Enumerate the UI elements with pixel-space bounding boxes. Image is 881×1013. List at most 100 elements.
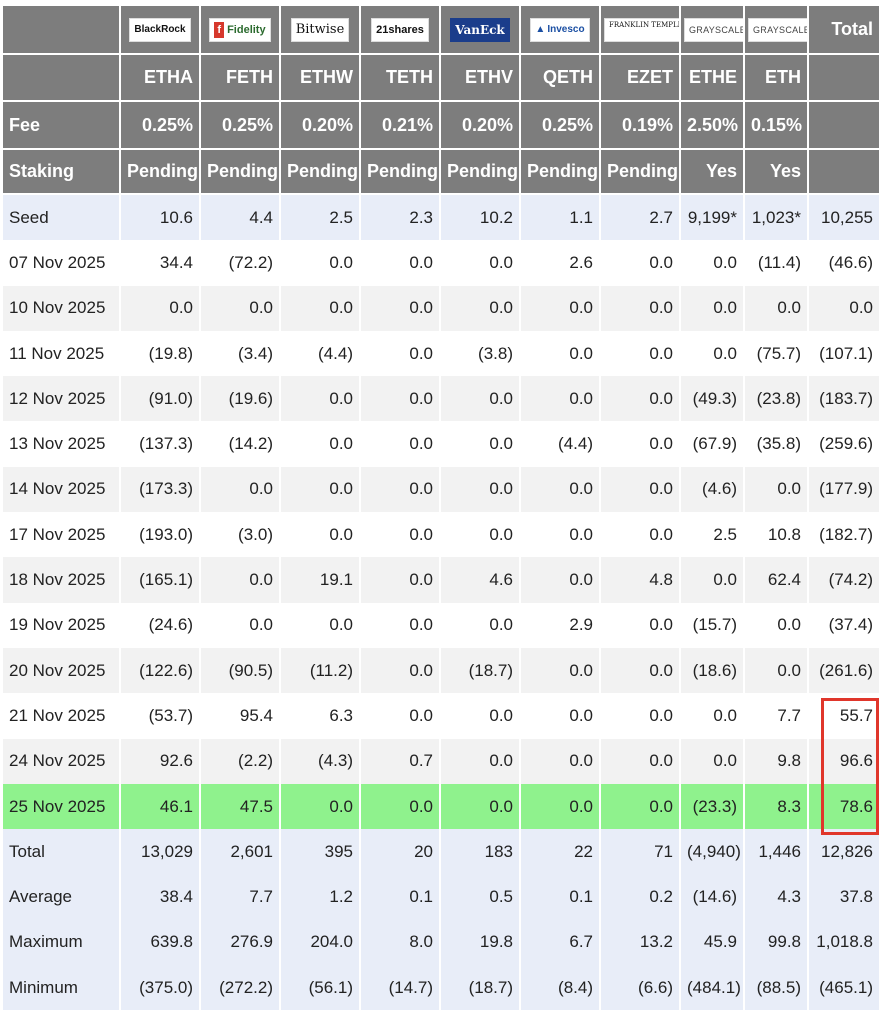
fidelity-mark-icon: f	[214, 21, 225, 38]
flow-value-cell: (173.3)	[120, 466, 201, 513]
flow-value-cell: 0.0	[600, 512, 681, 558]
flow-value-cell: 0.0	[200, 466, 281, 513]
etf-flows-table-container: BlackRock f Fidelity Bitwise 21shares Van…	[3, 6, 879, 1011]
flow-value-cell: 2.5	[680, 512, 745, 558]
fee-cell: 0.20%	[440, 101, 521, 150]
flow-value-cell: 1.2	[280, 874, 361, 920]
total-value-cell: 37.8	[808, 874, 879, 920]
flow-value-cell: 2,601	[200, 829, 281, 875]
flow-value-cell: 62.4	[744, 557, 809, 603]
flow-value-cell: 0.2	[600, 874, 681, 920]
franklin-templeton-logo: FRANKLIN TEMPLETON	[604, 17, 678, 42]
flow-value-cell: (15.7)	[680, 602, 745, 648]
flow-value-cell: 395	[280, 829, 361, 875]
table-row: 21 Nov 2025 (53.7) 95.4 6.3 0.0 0.0 0.0 0.0 0.0 7…	[3, 693, 879, 739]
flow-value-cell: 0.0	[360, 693, 441, 739]
flow-value-cell: 0.0	[744, 602, 809, 648]
total-value-cell: (74.2)	[808, 557, 879, 603]
row-label: 18 Nov 2025	[3, 557, 121, 603]
table-row: 19 Nov 2025 (24.6) 0.0 0.0 0.0 0.0 2.9 0.0 (15.7…	[3, 602, 879, 648]
flow-value-cell: 0.0	[600, 376, 681, 422]
flow-value-cell: (72.2)	[200, 240, 281, 286]
blackrock-logo: BlackRock	[129, 17, 191, 42]
row-label: 07 Nov 2025	[3, 240, 121, 286]
total-value-cell: (46.6)	[808, 240, 879, 286]
flow-value-cell: (3.8)	[440, 330, 521, 377]
issuer-logo-cell: f Fidelity	[200, 6, 281, 55]
ticker-cell: EZET	[600, 54, 681, 102]
flow-value-cell: 0.0	[680, 738, 745, 784]
flow-value-cell: 0.0	[360, 285, 441, 331]
ticker-cell: ETHV	[440, 54, 521, 102]
flow-value-cell: 10.6	[120, 194, 201, 241]
flow-value-cell: 47.5	[200, 783, 281, 830]
flow-value-cell: (19.8)	[120, 330, 201, 377]
flow-value-cell: 0.0	[600, 421, 681, 467]
flow-value-cell: 0.0	[440, 738, 521, 784]
flow-value-cell: 0.0	[200, 557, 281, 603]
flow-value-cell: 6.7	[520, 919, 601, 966]
staking-cell: Yes	[744, 149, 809, 195]
flow-value-cell: 71	[600, 829, 681, 875]
flow-value-cell: 2.7	[600, 194, 681, 241]
flow-value-cell: 0.0	[280, 602, 361, 648]
issuer-logo-cell: GRAYSCALE	[680, 6, 745, 55]
flow-value-cell: (53.7)	[120, 693, 201, 739]
flow-value-cell: 0.0	[600, 738, 681, 784]
flow-value-cell: (4.6)	[680, 466, 745, 513]
flow-value-cell: 0.0	[520, 693, 601, 739]
flow-value-cell: (165.1)	[120, 557, 201, 603]
row-label: Total	[3, 829, 121, 875]
flow-value-cell: 0.0	[680, 285, 745, 331]
flow-value-cell: 13,029	[120, 829, 201, 875]
total-value-cell: (259.6)	[808, 421, 879, 467]
flow-value-cell: 7.7	[744, 693, 809, 739]
flow-value-cell: 7.7	[200, 874, 281, 920]
flow-value-cell: 0.0	[280, 240, 361, 286]
flow-value-cell: (88.5)	[744, 965, 809, 1011]
flow-value-cell: (18.7)	[440, 647, 521, 694]
ticker-total-cell	[808, 54, 879, 102]
row-label: 14 Nov 2025	[3, 466, 121, 513]
flow-value-cell: (193.0)	[120, 512, 201, 558]
total-column-header: Total	[808, 6, 879, 55]
staking-cell: Pending	[360, 149, 441, 195]
vaneck-logo: VanEck	[450, 17, 510, 42]
ticker-cell: ETHE	[680, 54, 745, 102]
flow-value-cell: 0.0	[360, 330, 441, 377]
flow-value-cell: 0.0	[280, 512, 361, 558]
fee-cell: 0.20%	[280, 101, 361, 150]
table-row: Seed 10.6 4.4 2.5 2.3 10.2 1.1 2.7 9,199* 1,023* 1…	[3, 194, 879, 241]
flow-value-cell: 0.0	[120, 285, 201, 331]
flow-value-cell: 4.6	[440, 557, 521, 603]
row-label: Seed	[3, 194, 121, 241]
issuer-logo-cell: 21shares	[360, 6, 441, 55]
flow-value-cell: 0.0	[520, 738, 601, 784]
fee-label: Fee	[3, 101, 121, 150]
total-value-cell: 10,255	[808, 194, 879, 241]
flow-value-cell: 0.0	[280, 783, 361, 830]
row-label: Minimum	[3, 965, 121, 1011]
fee-cell: 0.25%	[200, 101, 281, 150]
flow-value-cell: 38.4	[120, 874, 201, 920]
flow-value-cell: 13.2	[600, 919, 681, 966]
flow-value-cell: 92.6	[120, 738, 201, 784]
flow-value-cell: (24.6)	[120, 602, 201, 648]
flow-value-cell: 0.0	[520, 466, 601, 513]
flow-value-cell: 34.4	[120, 240, 201, 286]
flow-value-cell: 204.0	[280, 919, 361, 966]
flow-value-cell: 1,023*	[744, 194, 809, 241]
fee-total-cell	[808, 101, 879, 150]
table-row: 12 Nov 2025 (91.0) (19.6) 0.0 0.0 0.0 0.0 0.0 (4…	[3, 376, 879, 422]
flow-value-cell: 20	[360, 829, 441, 875]
flow-value-cell: 2.9	[520, 602, 601, 648]
flow-value-cell: 0.0	[360, 783, 441, 830]
flow-value-cell: 0.0	[600, 783, 681, 830]
row-label: 20 Nov 2025	[3, 647, 121, 694]
flow-value-cell: (484.1)	[680, 965, 745, 1011]
flow-value-cell: 0.0	[680, 693, 745, 739]
total-value-cell: (182.7)	[808, 512, 879, 558]
staking-cell: Yes	[680, 149, 745, 195]
flow-value-cell: 0.0	[680, 240, 745, 286]
issuer-logo-cell: VanEck	[440, 6, 521, 55]
